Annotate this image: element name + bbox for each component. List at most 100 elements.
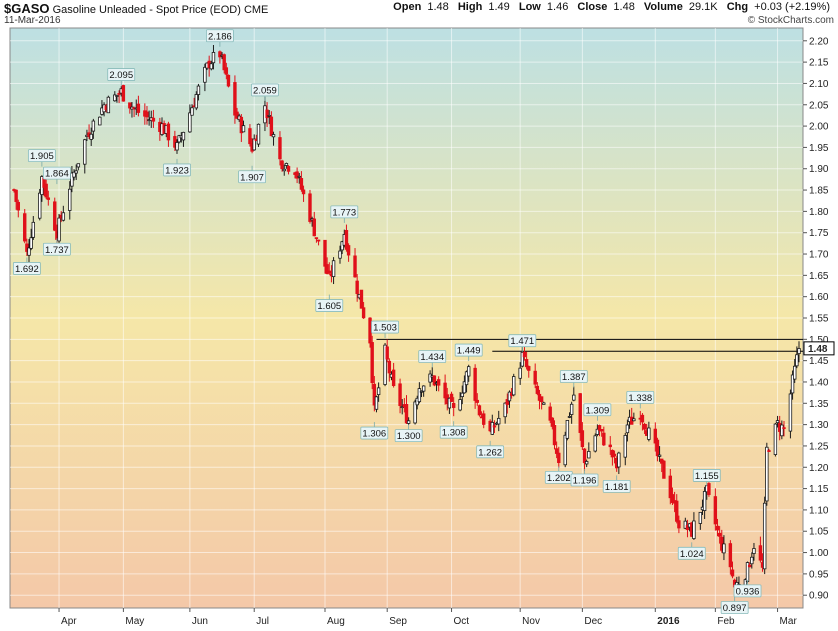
candle-body (295, 171, 299, 179)
candle-body (368, 317, 372, 344)
xtick-label: Jun (192, 616, 208, 627)
ytick-label: 1.50 (809, 335, 829, 346)
candle-body (750, 556, 754, 565)
xtick-label: Feb (717, 616, 735, 627)
candle-body (239, 116, 244, 134)
candle-body (728, 543, 733, 568)
candle-body (677, 520, 681, 529)
annotation-box (27, 149, 56, 163)
candle-body (383, 344, 387, 385)
candle-body (698, 511, 703, 524)
last-price-label: 1.48 (803, 341, 835, 356)
candle-body (235, 111, 239, 119)
candle-body (387, 360, 392, 374)
annotation-label: 1.905 (30, 151, 54, 162)
candle-body (582, 448, 587, 464)
candle-body (301, 189, 306, 195)
candle-body (599, 429, 604, 432)
candle-body (190, 107, 194, 116)
candle-body (668, 475, 673, 499)
candle-body (417, 388, 422, 403)
candle-body (642, 423, 647, 430)
xtick-label: Jul (256, 616, 269, 627)
annotation-label: 1.449 (457, 346, 481, 357)
candle-body (14, 189, 18, 202)
candles (12, 45, 801, 595)
high-value: 1.49 (488, 1, 510, 13)
ytick-label: 2.15 (809, 58, 829, 69)
annotations: 1.692 1.905 1.864 1.737 2.095 1.923 2.186 2.059… (12, 29, 762, 614)
candle-body (278, 137, 282, 160)
annotation-box (733, 584, 762, 598)
candle-body (83, 139, 87, 165)
close-value: 1.48 (613, 1, 635, 13)
xtick-label: 2016 (657, 616, 680, 627)
annotation-box (12, 262, 41, 275)
ytick-label: 1.35 (809, 399, 829, 410)
candle-body (286, 166, 291, 172)
candle-body (451, 402, 456, 408)
candle-body (16, 201, 20, 211)
candle-body (608, 444, 612, 448)
ytick-label: 1.90 (809, 164, 829, 175)
candle-body (580, 430, 585, 448)
annotation-box (602, 479, 631, 493)
candle-body (312, 218, 316, 237)
annotation-box (508, 334, 537, 348)
annotation-box (626, 391, 655, 404)
candle-body (475, 399, 479, 403)
annotation-box (360, 426, 389, 440)
candle-body (173, 136, 177, 148)
xtick-label: May (125, 616, 144, 627)
candle-body (299, 178, 304, 190)
symbol: $GASO (4, 1, 50, 16)
candle-body (344, 230, 349, 250)
annotation-label: 1.308 (442, 428, 466, 439)
annotation-box (454, 343, 483, 357)
candle-body (53, 201, 57, 231)
ytick-label: 2.00 (809, 122, 829, 133)
candle-body (209, 63, 214, 70)
candle-body (428, 373, 432, 383)
annotation-label: 1.262 (478, 447, 502, 458)
candle-body (462, 381, 467, 394)
annotation-box (583, 403, 612, 417)
candle-body (31, 221, 36, 238)
xtick-label: Mar (780, 616, 798, 627)
candle-body (707, 483, 711, 495)
candle-body (327, 270, 331, 274)
candle-body (563, 434, 567, 466)
candle-body (74, 170, 78, 174)
chg-label: Chg (726, 1, 749, 13)
candle-body (284, 163, 289, 166)
ytick-label: 1.80 (809, 207, 829, 218)
ytick-label: 0.95 (809, 569, 829, 580)
candle-body (325, 264, 329, 274)
candle-body (767, 450, 771, 452)
candle-body (788, 393, 793, 432)
annotation-label: 1.907 (240, 172, 264, 183)
candle-body (372, 383, 377, 406)
candle-body (477, 405, 482, 416)
brand-watermark: © StockCharts.com (747, 15, 834, 26)
candle-body (610, 449, 615, 458)
candle-body (780, 424, 784, 437)
candle-body (282, 168, 286, 172)
xtick-label: Sep (389, 616, 407, 627)
candle-body (522, 351, 527, 358)
candle-body (314, 237, 319, 240)
candle-body (27, 247, 31, 256)
candle-body (151, 117, 156, 122)
low-value: 1.46 (546, 1, 569, 13)
ytick-label: 0.90 (809, 591, 829, 602)
annotation-label: 1.864 (45, 169, 69, 180)
volume-label: Volume (643, 1, 683, 13)
candle-body (713, 496, 718, 525)
ytick-label: 2.10 (809, 79, 829, 90)
candle-body (316, 239, 321, 242)
candle-body (473, 367, 477, 401)
candle-body (406, 420, 411, 424)
candle-body (597, 425, 602, 431)
ohlc-stats: Open 1.48 High 1.49 Low 1.46 Close 1.48 … (387, 1, 830, 13)
